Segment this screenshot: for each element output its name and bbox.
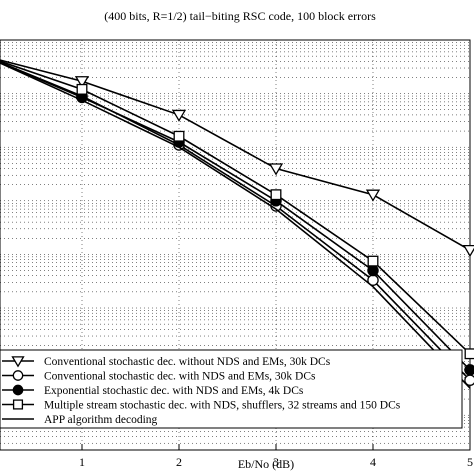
legend-label: Exponential stochastic dec. with NDS and… xyxy=(44,385,304,397)
legend-entry: Conventional stochastic dec. without NDS… xyxy=(2,356,331,368)
legend-entry: Exponential stochastic dec. with NDS and… xyxy=(2,384,304,397)
marker-square xyxy=(12,399,24,410)
marker-triangle-down xyxy=(74,76,90,89)
marker-circle-filled xyxy=(367,264,379,277)
marker-triangle-down xyxy=(11,356,25,368)
series-line xyxy=(0,62,471,389)
marker-square xyxy=(270,189,282,201)
legend-label: Multiple stream stochastic dec. with NDS… xyxy=(44,400,401,412)
series-1 xyxy=(0,59,474,258)
x-tick-label: 3 xyxy=(273,455,279,469)
marker-square xyxy=(367,255,379,267)
series-line xyxy=(0,61,471,371)
marker-circle-open xyxy=(12,370,24,381)
marker-triangle-down xyxy=(268,163,284,176)
legend-box xyxy=(0,349,463,429)
legend-label: Conventional stochastic dec. without NDS… xyxy=(44,356,331,368)
chart-title: (400 bits, R=1/2) tail−biting RSC code, … xyxy=(104,9,376,23)
x-axis-label: Eb/No (dB) xyxy=(238,457,294,471)
marker-triangle-down xyxy=(462,245,474,258)
marker-circle-filled xyxy=(464,364,474,376)
x-tick-label: 2 xyxy=(176,455,182,469)
series-3 xyxy=(0,61,474,376)
marker-circle-filled xyxy=(12,384,24,396)
legend-label: APP algorithm decoding xyxy=(44,414,158,426)
legend-entry: Multiple stream stochastic dec. with NDS… xyxy=(2,399,401,412)
legend-entry: Conventional stochastic dec. with NDS an… xyxy=(2,370,316,383)
x-tick-label: 5 xyxy=(467,455,473,469)
series-2 xyxy=(0,61,474,386)
x-tick-label: 1 xyxy=(79,455,85,469)
series-group xyxy=(0,59,474,389)
series-line xyxy=(0,61,471,381)
legend-label: Conventional stochastic dec. with NDS an… xyxy=(44,371,316,383)
x-tick-label: 4 xyxy=(370,455,376,469)
legend: Conventional stochastic dec. without NDS… xyxy=(0,349,463,429)
axis-ticks: 1 2 3 4 5 xyxy=(79,444,473,469)
series-5 xyxy=(0,62,471,389)
marker-square xyxy=(76,83,88,95)
marker-square xyxy=(464,348,474,360)
marker-triangle-down xyxy=(171,109,187,122)
series-line xyxy=(0,59,471,251)
marker-square xyxy=(173,130,185,142)
series-4 xyxy=(0,60,474,360)
series-line xyxy=(0,60,471,355)
grid xyxy=(0,40,471,450)
legend-entry: APP algorithm decoding xyxy=(2,414,158,426)
marker-triangle-down xyxy=(365,189,381,202)
